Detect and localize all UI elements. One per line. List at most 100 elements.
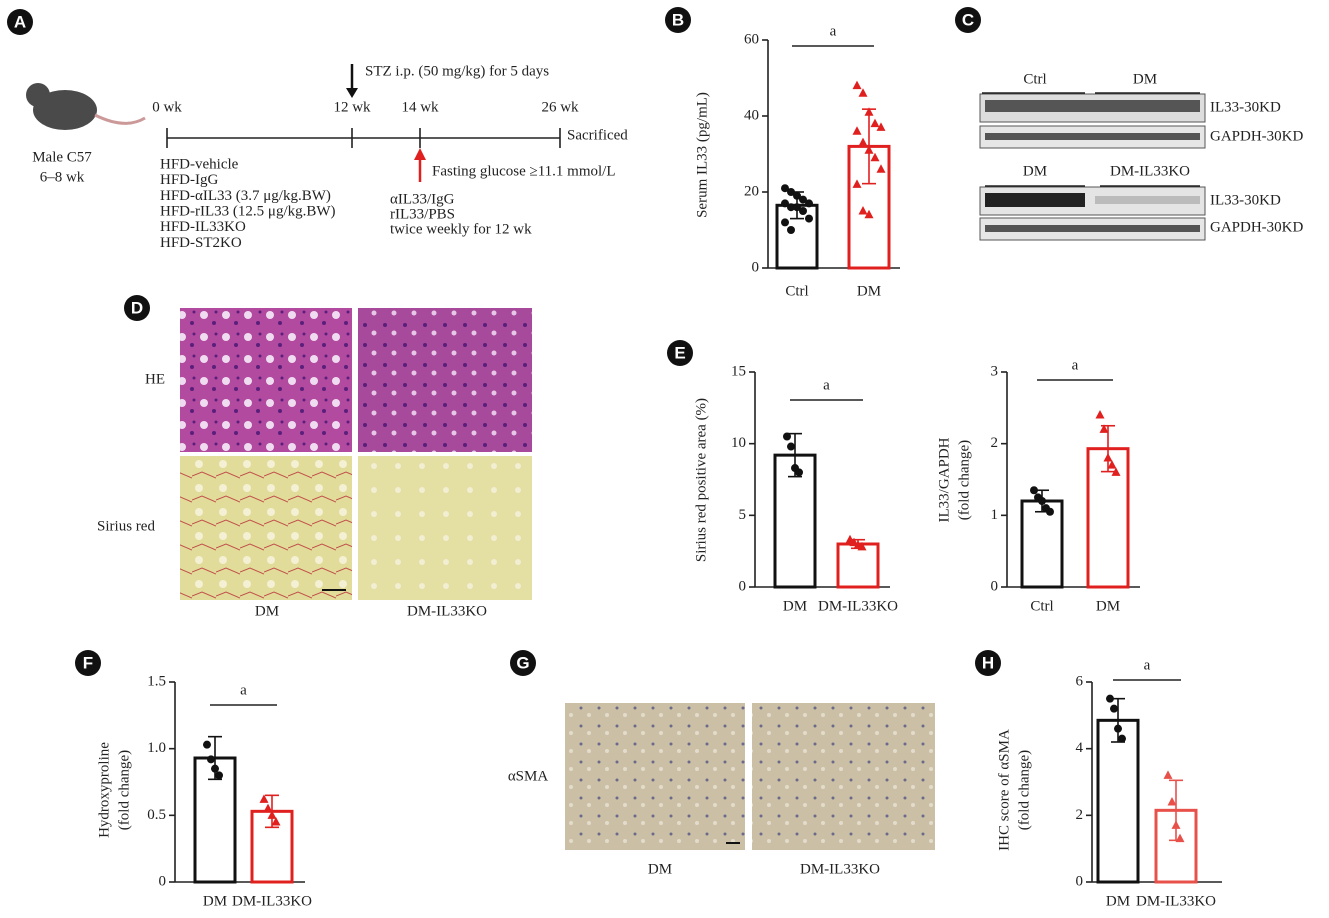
data-point [857, 541, 867, 551]
x-tick-label: DM-IL33KO [1136, 893, 1216, 909]
micrograph [180, 456, 352, 600]
data-point [1163, 770, 1173, 779]
panel-badge [975, 650, 1001, 676]
panel-badge [124, 295, 150, 321]
y-axis-label: IL33/GAPDH [936, 437, 952, 522]
data-point [852, 126, 862, 135]
data-point [1118, 734, 1126, 743]
data-point [211, 764, 219, 773]
data-point [852, 179, 862, 188]
data-point [267, 810, 277, 819]
y-tick-label: 40 [744, 107, 759, 123]
stz-label: STZ i.p. (50 mg/kg) for 5 days [365, 63, 549, 79]
data-point [1171, 820, 1181, 829]
y-tick-label: 0 [739, 578, 747, 594]
group-label: HFD-rIL33 (12.5 μg/kg.BW) [160, 204, 336, 220]
y-tick-label: 0.5 [147, 807, 166, 823]
row-label: αSMA [508, 768, 549, 784]
blot-band [1095, 196, 1200, 204]
blot-band [985, 225, 1200, 232]
column-label: DM [255, 603, 279, 619]
significance-label: a [823, 377, 830, 393]
row-label: HE [145, 371, 165, 387]
bar [836, 542, 880, 589]
band-label: GAPDH-30KD [1210, 219, 1304, 235]
y-tick-label: 20 [744, 183, 759, 199]
data-point [1046, 507, 1054, 516]
panel-letter: B [672, 10, 684, 29]
data-point [783, 432, 791, 441]
row-label: Sirius red [97, 518, 155, 534]
blot-group: Ctrl [1023, 71, 1046, 87]
data-point [799, 195, 807, 204]
data-point [263, 803, 273, 813]
data-point [1099, 424, 1109, 433]
data-point [1175, 833, 1185, 843]
data-point [805, 214, 813, 223]
y-tick-label: 1.0 [147, 740, 166, 756]
timeline-label: 14 wk [401, 99, 439, 115]
glucose-label: Fasting glucose ≥11.1 mmol/L [432, 163, 616, 179]
timeline-label: 12 wk [333, 99, 371, 115]
data-point [1038, 497, 1046, 505]
significance-label: a [1072, 357, 1079, 373]
data-point [207, 755, 215, 764]
x-tick-label: DM-IL33KO [232, 893, 312, 909]
y-tick-label: 0 [159, 873, 167, 889]
y-axis-label: Sirius red positive area (%) [693, 398, 709, 562]
bar [193, 756, 237, 884]
treatment-label: αIL33/IgG [390, 191, 455, 207]
band-label: GAPDH-30KD [1210, 128, 1304, 144]
column-label: DM-IL33KO [800, 861, 880, 877]
data-point [787, 226, 795, 234]
data-point [787, 442, 795, 451]
group-label: HFD-IL33KO [160, 219, 246, 235]
y-tick-label: 5 [739, 507, 747, 523]
panel-badge [955, 7, 981, 33]
panel-c: Ctrl DM DM DM-IL33KO IL33-30KD GAPDH-30K… [979, 71, 1304, 241]
band-label: IL33-30KD [1210, 99, 1281, 115]
panel-letter: F [83, 653, 93, 672]
data-point [1103, 453, 1113, 462]
y-tick-label: 10 [731, 435, 746, 451]
x-tick-label: Ctrl [1030, 598, 1053, 614]
x-tick-label: DM [1096, 598, 1120, 614]
y-axis-label: IHC score of αSMA [996, 729, 1012, 851]
panel-letter: G [516, 653, 529, 672]
x-tick-label: DM-IL33KO [818, 598, 898, 614]
data-point [805, 199, 813, 208]
data-point [858, 137, 868, 147]
micrograph [180, 308, 352, 452]
data-point [787, 188, 795, 196]
timeline-label: 0 wk [152, 99, 182, 115]
y-tick-label: 1.5 [147, 673, 166, 689]
micrograph [358, 456, 532, 600]
blot-group: DM [1023, 163, 1047, 179]
y-tick-label: 3 [991, 363, 999, 379]
y-axis-label: (fold change) [956, 440, 972, 520]
y-tick-label: 2 [1076, 807, 1084, 823]
panel-letter: E [674, 343, 685, 362]
stz-arrow [346, 88, 358, 98]
x-tick-label: DM [1106, 893, 1130, 909]
mouse-tail [94, 113, 146, 125]
y-axis-label: Hydroxyproline [96, 742, 112, 838]
data-point [781, 199, 789, 208]
panel-letter: H [982, 653, 994, 672]
data-point [1111, 467, 1121, 476]
group-label: HFD-αIL33 (3.7 μg/kg.BW) [160, 188, 331, 204]
data-point [799, 207, 807, 215]
data-point [1110, 704, 1118, 713]
data-point [793, 203, 801, 212]
data-point [203, 740, 211, 749]
data-point [864, 209, 874, 219]
panel-a: Male C57 6–8 wk 0 wk 12 wk 14 wk 26 wk S… [26, 63, 628, 251]
panel-letter: A [14, 12, 26, 31]
panel-badge [667, 340, 693, 366]
y-tick-label: 0 [991, 578, 999, 594]
treatment-label: twice weekly for 12 wk [390, 221, 532, 237]
panel-d: HE Sirius red DM DM-IL33KO [97, 308, 532, 619]
data-point [1095, 410, 1105, 419]
